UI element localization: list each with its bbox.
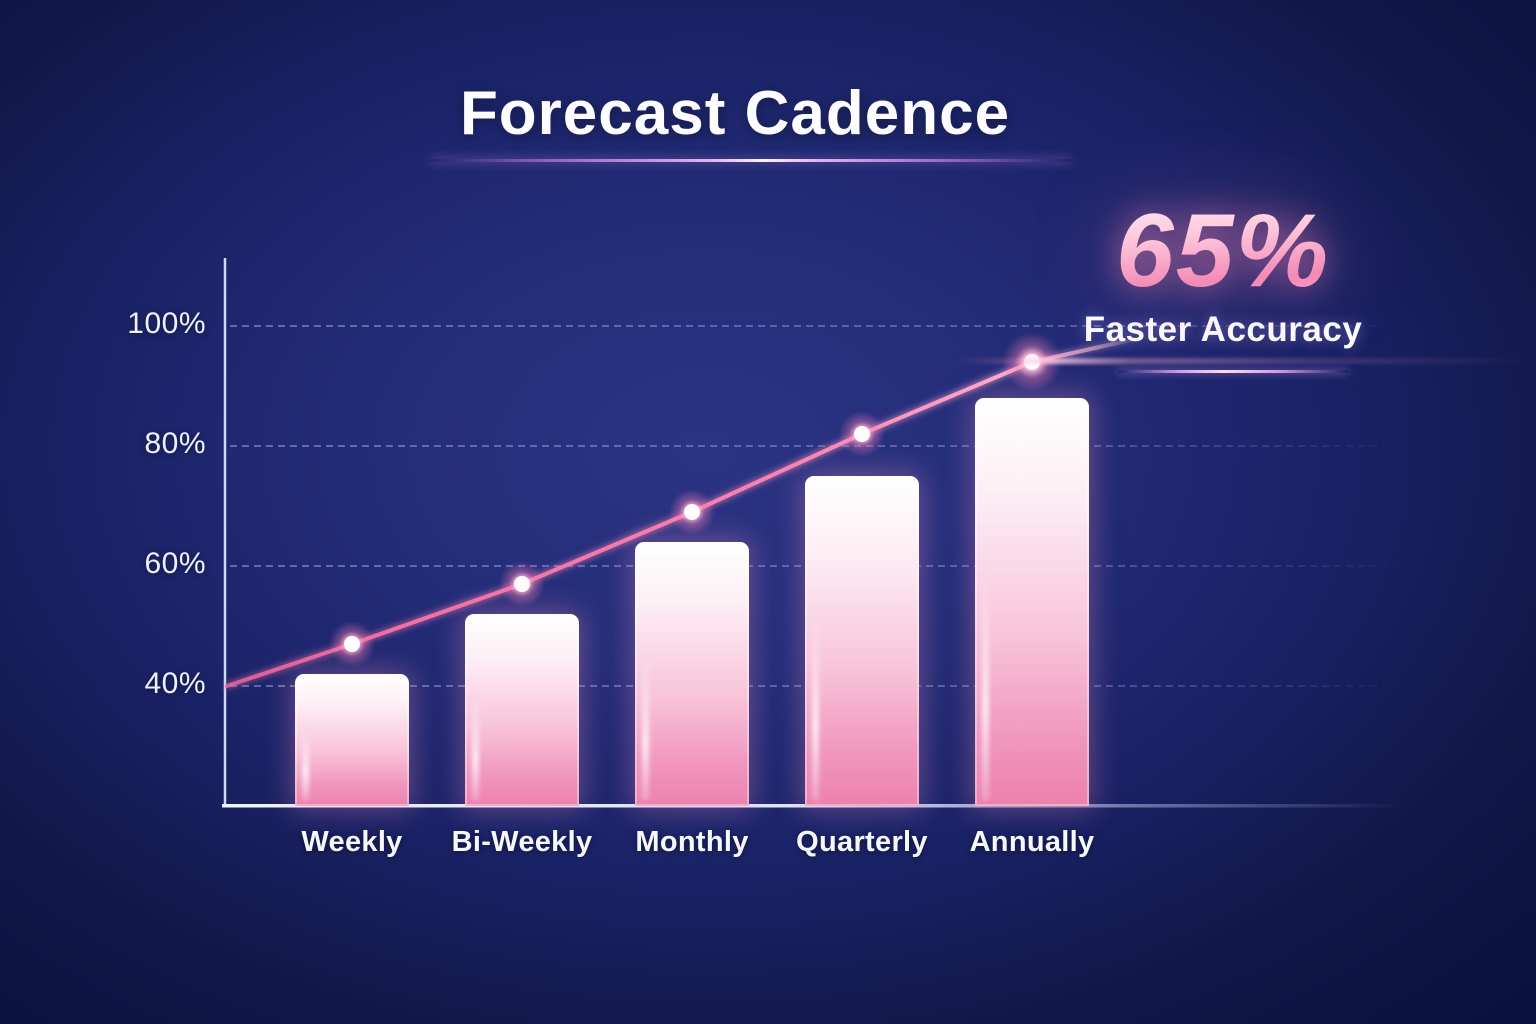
callout-percentage: 65%: [1040, 198, 1406, 304]
trend-dot-glow-bi-weekly: [499, 561, 545, 607]
x-label-monthly: Monthly: [635, 826, 749, 858]
x-label-weekly: Weekly: [301, 826, 403, 858]
x-label-quarterly: Quarterly: [796, 826, 928, 858]
bar-monthly: [635, 542, 749, 806]
x-label-bi-weekly: Bi-Weekly: [451, 826, 593, 858]
y-tick-label-80: 80%: [144, 427, 206, 460]
y-tick-label-40: 40%: [144, 667, 206, 700]
trend-dot-monthly: [684, 504, 700, 520]
bar-bi-weekly: [465, 614, 579, 806]
trend-dot-glow-quarterly: [839, 411, 885, 457]
trend-dot-glow-weekly: [329, 621, 375, 667]
trend-dot-weekly: [344, 636, 360, 652]
trend-dot-annually: [1024, 354, 1040, 370]
chart-title: Forecast Cadence: [459, 79, 1011, 148]
trend-dot-quarterly: [854, 426, 870, 442]
trend-dot-glow-monthly: [669, 489, 715, 535]
accuracy-callout: 65% Faster Accuracy: [1040, 198, 1406, 350]
callout-underline-decoration: [1118, 370, 1348, 373]
bar-weekly: [295, 674, 409, 806]
title-underline-decoration: [430, 159, 1072, 162]
callout-label: Faster Accuracy: [1083, 310, 1363, 350]
x-label-annually: Annually: [969, 826, 1095, 858]
y-tick-label-100: 100%: [127, 307, 206, 340]
bar-annually: [975, 398, 1089, 806]
trend-dot-bi-weekly: [514, 576, 530, 592]
bar-quarterly: [805, 476, 919, 806]
y-tick-label-60: 60%: [144, 547, 206, 580]
